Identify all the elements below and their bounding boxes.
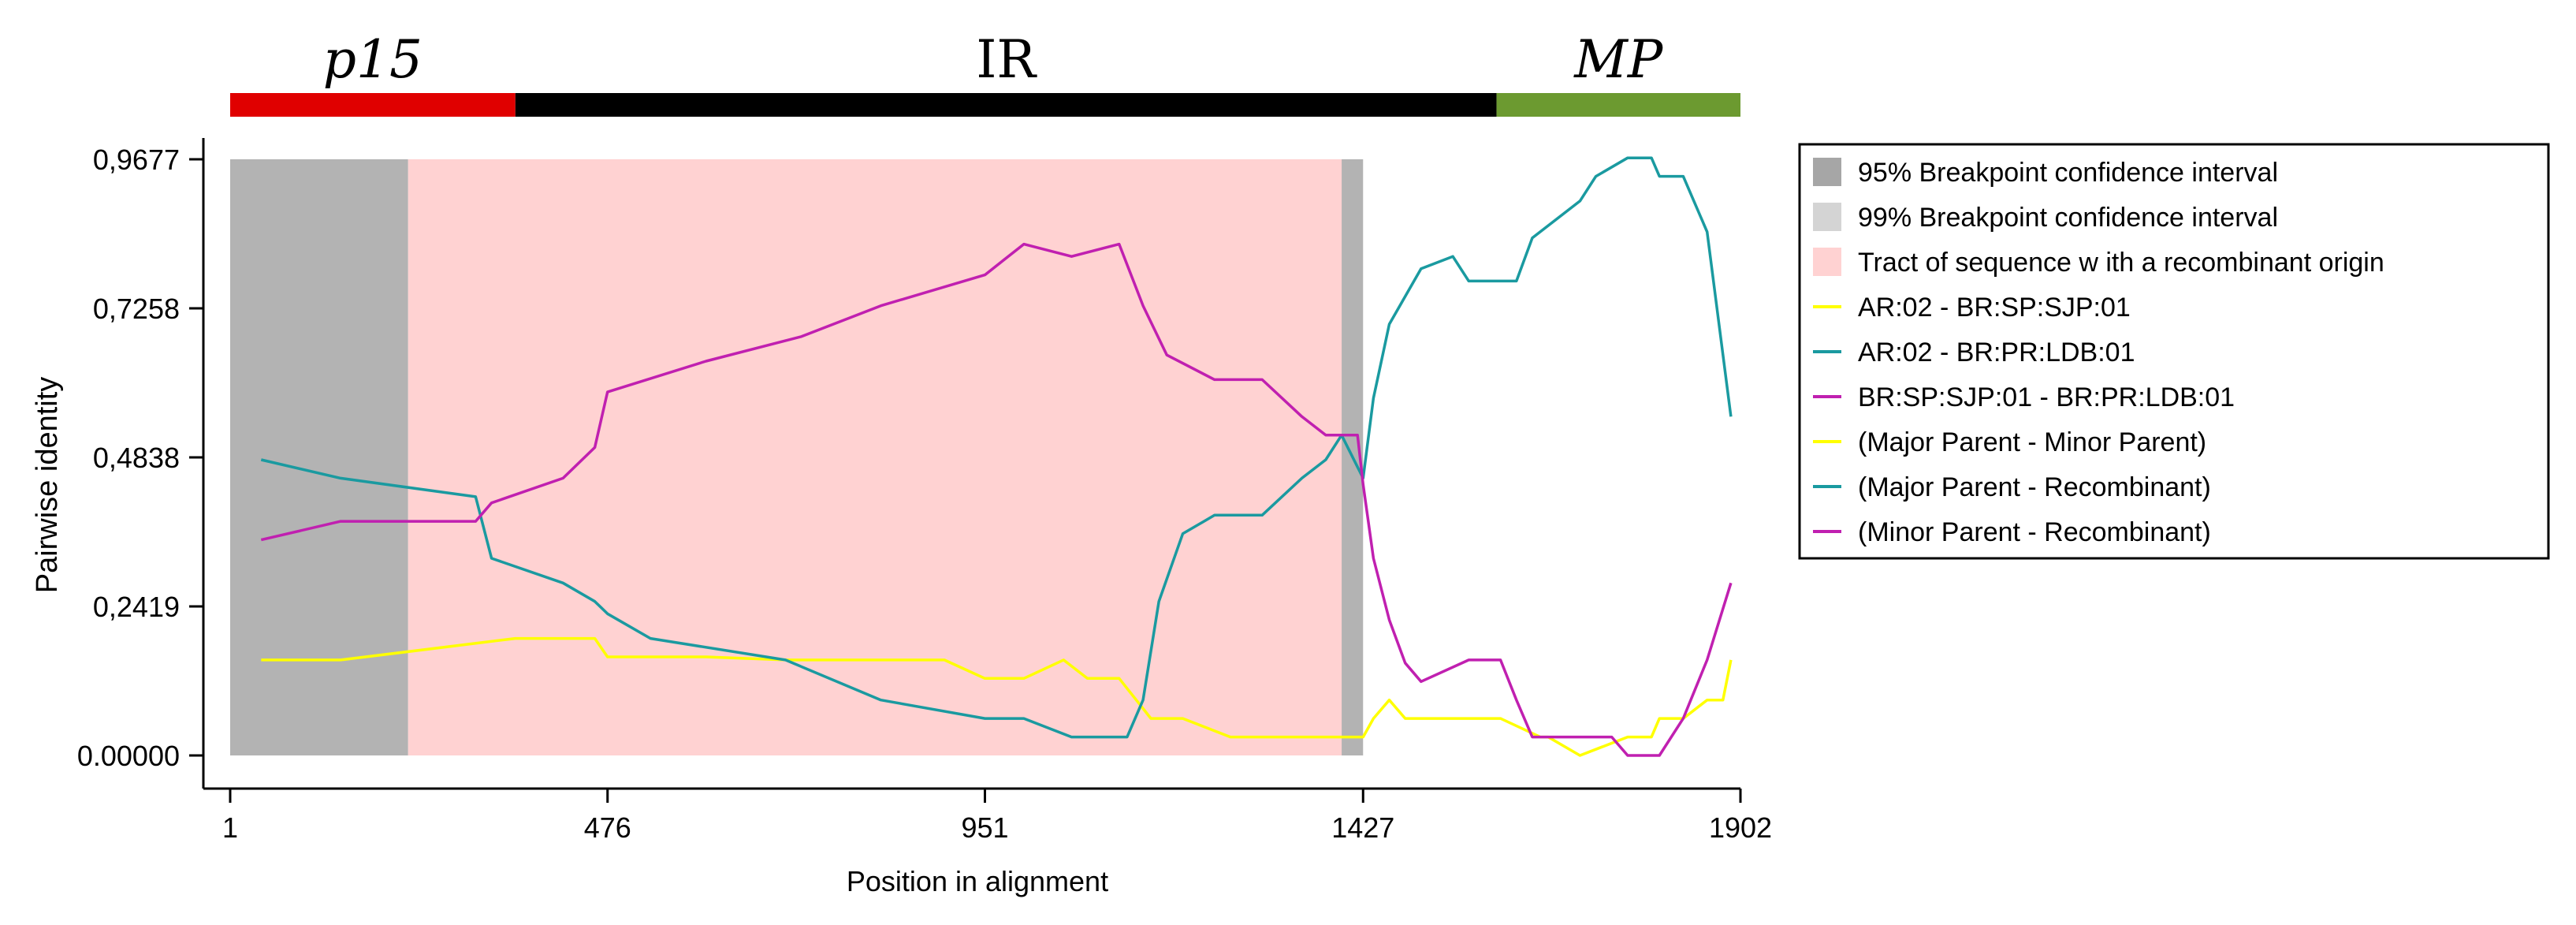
breakpoint-regions — [230, 159, 1364, 755]
breakpoint-interval-region — [230, 159, 408, 755]
legend-label: AR:02 - BR:SP:SJP:01 — [1858, 293, 2131, 323]
series-lines — [260, 156, 1733, 757]
x-tick-label: 476 — [584, 811, 631, 844]
legend-label: BR:SP:SJP:01 - BR:PR:LDB:01 — [1858, 382, 2235, 412]
y-tick-label: 0,7258 — [93, 293, 180, 325]
genome-segment-ir — [515, 93, 1497, 117]
y-tick-label: 0.00000 — [77, 740, 180, 772]
series-line-3 — [260, 242, 1733, 757]
legend-label: Tract of sequence w ith a recombinant or… — [1858, 248, 2384, 278]
series-line-1 — [261, 636, 1733, 757]
legend-swatch-box — [1813, 158, 1841, 186]
legend-label: 99% Breakpoint confidence interval — [1858, 203, 2278, 233]
x-axis-label: Position in alignment — [847, 865, 1108, 897]
y-tick-label: 0,4838 — [93, 442, 180, 474]
x-tick-label: 1 — [222, 811, 238, 844]
genome-segment-p15 — [230, 93, 516, 117]
series-line-2 — [260, 156, 1733, 739]
legend: 95% Breakpoint confidence interval 99% Br… — [1798, 143, 2550, 560]
legend-swatch-box — [1813, 203, 1841, 231]
genome-map: p15 IR MP — [230, 29, 1740, 117]
genome-segment-label: IR — [976, 29, 1037, 90]
y-axis-label: Pairwise identity — [31, 377, 64, 594]
x-ticks: 1 476 951 1427 1902 — [222, 789, 1772, 844]
axes — [202, 138, 1740, 790]
genome-segment-label: MP — [1573, 29, 1664, 90]
legend-box — [1798, 143, 2550, 560]
legend-label: (Minor Parent - Recombinant) — [1858, 517, 2211, 547]
genome-segment-label: p15 — [323, 29, 423, 90]
legend-swatch-box — [1813, 248, 1841, 276]
genome-segment-mp — [1496, 93, 1740, 117]
x-tick-label: 951 — [961, 811, 1008, 844]
y-ticks: 0.00000 0,2419 0,4838 0,7258 0,9677 — [77, 144, 203, 772]
legend-label: AR:02 - BR:PR:LDB:01 — [1858, 338, 2135, 367]
x-tick-label: 1427 — [1331, 811, 1394, 844]
legend-label: (Major Parent - Recombinant) — [1858, 472, 2211, 502]
legend-label: 95% Breakpoint confidence interval — [1858, 158, 2278, 188]
recombinant-tract-region — [408, 159, 1342, 755]
legend-label: (Major Parent - Minor Parent) — [1858, 427, 2206, 457]
y-tick-label: 0,9677 — [93, 144, 180, 176]
y-tick-label: 0,2419 — [93, 591, 180, 623]
x-tick-label: 1902 — [1709, 811, 1772, 844]
